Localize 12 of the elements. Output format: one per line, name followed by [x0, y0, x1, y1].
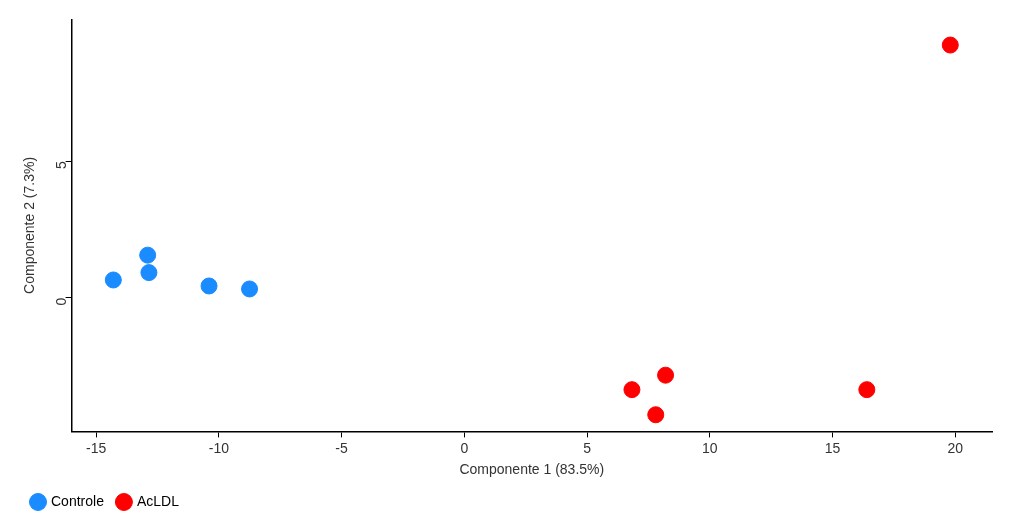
- legend-label: AcLDL: [136, 492, 180, 509]
- x-tick-label: -5: [335, 439, 349, 456]
- x-tick-label: 5: [583, 439, 592, 456]
- y-axis-title: Componente 2 (7.3%): [21, 156, 38, 294]
- x-tick-label: 10: [701, 439, 718, 456]
- x-tick-label: 20: [947, 439, 964, 456]
- x-tick-label: 15: [824, 439, 841, 456]
- x-tick-label: 0: [460, 439, 469, 456]
- x-axis-title: Componente 1 (83.5%): [459, 461, 605, 478]
- x-tick-label: -10: [208, 439, 230, 456]
- x-tick-label: -15: [86, 439, 107, 456]
- legend-label: Controle: [51, 492, 105, 509]
